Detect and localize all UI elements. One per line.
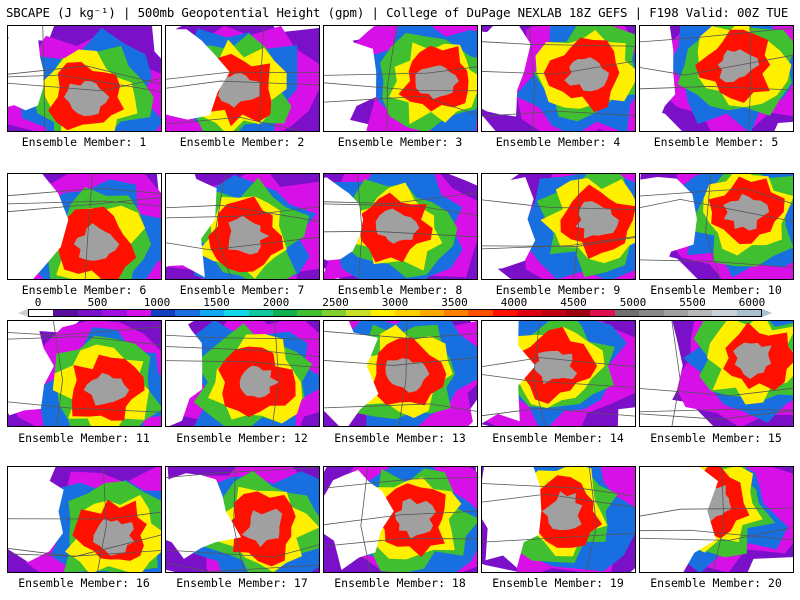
ensemble-member-caption: Ensemble Member: 8	[337, 283, 463, 297]
colorbar-segment	[443, 310, 469, 316]
colorbar-segment	[395, 310, 420, 316]
colorbar-segment	[102, 310, 127, 316]
ensemble-member-caption: Ensemble Member: 13	[334, 431, 466, 445]
ensemble-member-caption: Ensemble Member: 14	[492, 431, 624, 445]
ensemble-member-map	[481, 25, 636, 132]
colorbar-segment	[126, 310, 152, 316]
ensemble-member-map	[481, 320, 636, 427]
colorbar-segment	[663, 310, 688, 316]
ensemble-member-map	[639, 466, 794, 573]
colorbar	[28, 309, 762, 317]
ensemble-member-map	[7, 25, 162, 132]
ensemble-member-caption: Ensemble Member: 16	[18, 576, 150, 590]
ensemble-member-map	[165, 25, 320, 132]
ensemble-member-caption: Ensemble Member: 20	[650, 576, 782, 590]
colorbar-segment	[29, 310, 54, 316]
colorbar-segment	[53, 310, 78, 316]
colorbar-right-arrow	[762, 309, 772, 317]
ensemble-member-caption: Ensemble Member: 6	[21, 283, 147, 297]
colorbar-segment	[175, 310, 200, 316]
ensemble-member-map	[7, 466, 162, 573]
colorbar-tick-label: 5000	[619, 296, 647, 309]
colorbar-segment	[712, 310, 737, 316]
colorbar-segment	[224, 310, 249, 316]
colorbar-segment	[468, 310, 493, 316]
colorbar-segment	[273, 310, 298, 316]
ensemble-member-caption: Ensemble Member: 4	[495, 135, 621, 149]
ensemble-member-caption: Ensemble Member: 17	[176, 576, 308, 590]
colorbar-tick-label: 3500	[441, 296, 468, 309]
colorbar-segment	[297, 310, 322, 316]
colorbar-segment	[565, 310, 591, 316]
colorbar-segment	[419, 310, 444, 316]
colorbar-tick-label: 2000	[262, 296, 290, 309]
colorbar-tick-label: 6000	[738, 296, 766, 309]
ensemble-member-map	[323, 25, 478, 132]
ensemble-member-caption: Ensemble Member: 10	[650, 283, 782, 297]
colorbar-segment	[517, 310, 542, 316]
ensemble-member-caption: Ensemble Member: 19	[492, 576, 624, 590]
colorbar-tick-labels: 0 500 1000 1500 2000 2500 3000 3500 4000 4500 5000…	[0, 296, 800, 309]
ensemble-member-caption: Ensemble Member: 2	[179, 135, 305, 149]
colorbar-segment	[199, 310, 225, 316]
colorbar-segment	[541, 310, 566, 316]
ensemble-member-map	[323, 173, 478, 280]
colorbar-tick-label: 3000	[381, 296, 409, 309]
ensemble-member-caption: Ensemble Member: 18	[334, 576, 466, 590]
colorbar-tick-label: 5500	[679, 296, 706, 309]
ensemble-member-caption: Ensemble Member: 5	[653, 135, 779, 149]
colorbar-segment	[614, 310, 640, 316]
colorbar-segment	[346, 310, 371, 316]
ensemble-member-caption: Ensemble Member: 15	[650, 431, 782, 445]
ensemble-member-map	[323, 466, 478, 573]
colorbar-segment	[736, 310, 762, 316]
colorbar-segment	[77, 310, 103, 316]
colorbar-tick-label: 500	[87, 296, 108, 309]
colorbar-segment	[248, 310, 274, 316]
colorbar-left-arrow	[18, 309, 28, 317]
colorbar-tick-label: 2500	[322, 296, 349, 309]
ensemble-member-map	[481, 173, 636, 280]
ensemble-member-map	[165, 173, 320, 280]
ensemble-member-caption: Ensemble Member: 12	[176, 431, 308, 445]
colorbar-tick-label: 1500	[203, 296, 230, 309]
ensemble-member-map	[639, 25, 794, 132]
ensemble-member-map	[481, 466, 636, 573]
map-title: SBCAPE (J kg⁻¹) | 500mb Geopotential Hei…	[6, 5, 796, 20]
colorbar-segment	[639, 310, 664, 316]
ensemble-member-map	[639, 320, 794, 427]
ensemble-member-map	[165, 320, 320, 427]
ensemble-member-caption: Ensemble Member: 11	[18, 431, 150, 445]
colorbar-segment	[492, 310, 518, 316]
ensemble-member-map	[7, 320, 162, 427]
colorbar-segment	[321, 310, 347, 316]
colorbar-tick-label: 4000	[500, 296, 528, 309]
colorbar-segment	[151, 310, 176, 316]
ensemble-member-map	[639, 173, 794, 280]
ensemble-member-caption: Ensemble Member: 7	[179, 283, 305, 297]
colorbar-tick-label: 1000	[143, 296, 171, 309]
ensemble-member-map	[323, 320, 478, 427]
colorbar-tick-label: 4500	[560, 296, 587, 309]
ensemble-member-map	[165, 466, 320, 573]
colorbar-tick-label: 0	[34, 296, 42, 309]
ensemble-member-caption: Ensemble Member: 9	[495, 283, 621, 297]
ensemble-member-caption: Ensemble Member: 3	[337, 135, 463, 149]
ensemble-member-map	[7, 173, 162, 280]
colorbar-segment	[590, 310, 615, 316]
ensemble-member-caption: Ensemble Member: 1	[21, 135, 147, 149]
colorbar-segment	[370, 310, 396, 316]
colorbar-segment	[687, 310, 713, 316]
